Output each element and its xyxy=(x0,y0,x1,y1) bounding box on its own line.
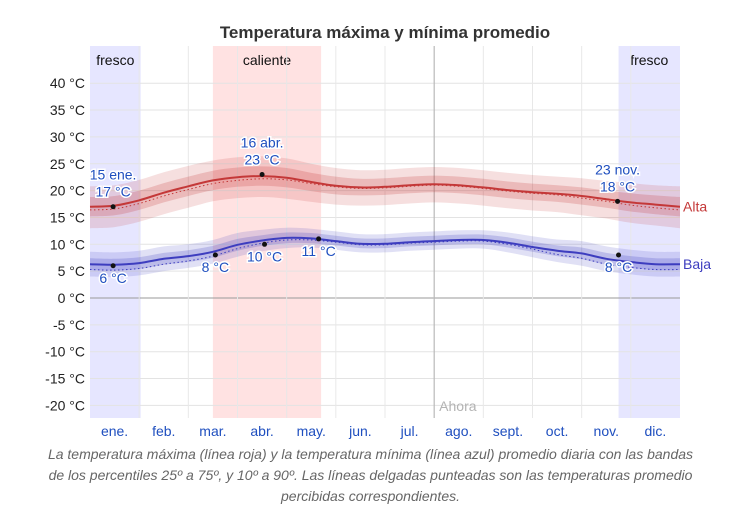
season-band-cool-0 xyxy=(90,46,141,418)
annotation-label: 16 abr. xyxy=(241,134,284,150)
y-tick-label: 35 °C xyxy=(50,102,85,118)
y-tick-label: 10 °C xyxy=(50,236,85,252)
season-label-1: caliente xyxy=(243,52,291,68)
month-label: abr. xyxy=(250,423,273,439)
band-p10-p90-baja xyxy=(90,227,680,278)
month-label: oct. xyxy=(546,423,569,439)
month-label: sept. xyxy=(493,423,523,439)
annotation-point xyxy=(110,263,116,269)
month-label: dic. xyxy=(645,423,667,439)
month-label: ago. xyxy=(445,423,472,439)
annotation-label: 15 ene. xyxy=(90,167,137,183)
month-label: may. xyxy=(297,423,326,439)
feels-like-line-baja xyxy=(89,239,681,271)
season-band-cool-2 xyxy=(618,46,680,418)
month-label: jul. xyxy=(400,423,419,439)
band-p25-p75-alta xyxy=(90,166,680,217)
chart-caption: La temperatura máxima (línea roja) y la … xyxy=(47,446,694,504)
chart-svg: Temperatura máxima y mínima promedio fres… xyxy=(45,23,711,439)
annotation-point xyxy=(262,241,268,247)
annotation-point xyxy=(615,198,621,204)
annotation-label: 23 °C xyxy=(244,151,279,167)
annotation-label: 11 °C xyxy=(302,243,336,259)
month-label: mar. xyxy=(199,423,226,439)
y-tick-label: 5 °C xyxy=(58,263,85,279)
series-line-alta xyxy=(89,175,681,208)
series-line-baja xyxy=(89,236,681,266)
annotation-point xyxy=(212,252,218,258)
annotation-label: 18 °C xyxy=(600,178,635,194)
y-tick-label: 0 °C xyxy=(58,290,85,306)
feels-like-line-alta xyxy=(89,178,681,211)
annotation-label: 17 °C xyxy=(96,184,131,200)
annotation-point xyxy=(316,236,322,242)
y-tick-label: -5 °C xyxy=(53,317,85,333)
annotation-label: 8 °C xyxy=(202,259,229,275)
y-tick-label: -15 °C xyxy=(45,371,85,387)
annotation-point xyxy=(259,171,265,177)
annotation-label: 8 °C xyxy=(605,259,632,275)
band-p25-p75-baja xyxy=(90,232,680,271)
month-label: nov. xyxy=(594,423,619,439)
band-p10-p90-alta xyxy=(90,156,680,229)
y-tick-label: -20 °C xyxy=(45,397,85,413)
season-label-2: fresco xyxy=(630,52,668,68)
y-tick-label: 25 °C xyxy=(50,156,85,172)
chart-title: Temperatura máxima y mínima promedio xyxy=(220,23,550,42)
month-label: jun. xyxy=(348,423,372,439)
y-tick-label: -10 °C xyxy=(45,344,85,360)
annotation-label: 10 °C xyxy=(247,248,282,264)
y-tick-label: 30 °C xyxy=(50,129,85,145)
annotation-point xyxy=(110,204,116,210)
x-grid xyxy=(138,46,632,418)
month-label: feb. xyxy=(152,423,175,439)
series-label-baja: Baja xyxy=(683,256,711,272)
y-tick-label: 40 °C xyxy=(50,75,85,91)
series-label-alta: Alta xyxy=(683,199,707,215)
y-tick-label: 15 °C xyxy=(50,209,85,225)
now-label: Ahora xyxy=(439,398,477,414)
annotation-point xyxy=(616,252,622,258)
season-band-hot-1 xyxy=(212,46,322,418)
y-tick-label: 20 °C xyxy=(50,183,85,199)
annotation-label: 23 nov. xyxy=(595,161,640,177)
month-label: ene. xyxy=(101,423,128,439)
season-label-0: fresco xyxy=(96,52,134,68)
annotation-label: 6 °C xyxy=(99,270,126,286)
